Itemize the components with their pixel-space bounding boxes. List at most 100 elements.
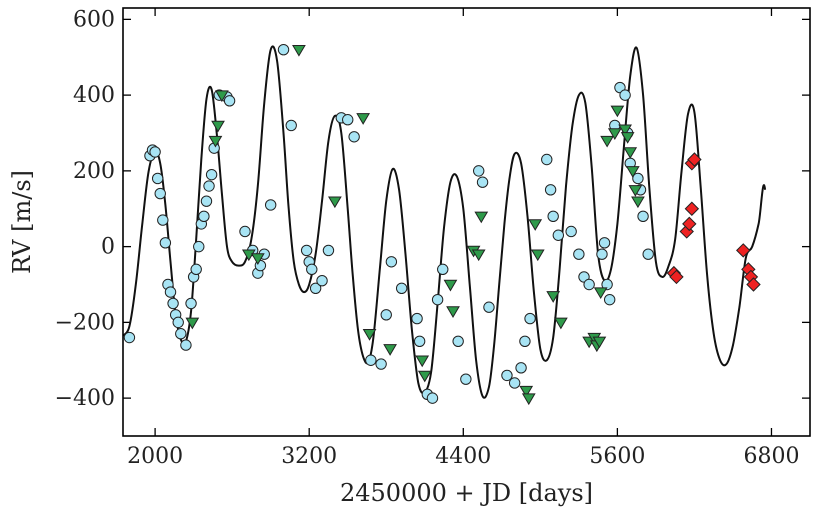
data-point-circle <box>205 168 218 181</box>
data-point-triangle <box>356 113 371 125</box>
data-point-circle <box>239 225 251 238</box>
data-point-circle <box>306 263 318 276</box>
data-point-triangle <box>211 120 225 133</box>
data-point-circle <box>603 293 616 306</box>
data-point-circle <box>426 392 439 404</box>
data-point-circle <box>316 275 328 287</box>
data-point-circle <box>167 297 179 310</box>
data-point-triangle <box>521 393 536 406</box>
data-point-circle <box>385 256 398 268</box>
x-tick-label: 3200 <box>281 444 337 469</box>
data-point-triangle <box>417 370 432 383</box>
data-point-circle <box>524 312 536 325</box>
data-point-triangle <box>554 317 568 330</box>
data-point-circle <box>285 119 297 132</box>
data-point-triangle <box>362 329 377 341</box>
data-point-circle <box>431 293 444 306</box>
data-point-diamond <box>682 216 697 232</box>
data-point-triangle <box>471 249 486 262</box>
data-point-triangle <box>623 147 638 159</box>
data-point-circle <box>411 312 423 325</box>
data-point-circle <box>642 248 654 260</box>
data-point-triangle <box>519 385 534 398</box>
data-point-triangle <box>618 124 632 137</box>
data-point-circle <box>190 263 202 276</box>
data-point-diamond <box>669 269 684 285</box>
data-point-circle <box>342 114 354 126</box>
data-point-triangle <box>610 105 625 118</box>
data-point-circle <box>149 146 161 158</box>
y-tick-label: 0 <box>101 235 115 260</box>
data-point-circle <box>198 210 210 223</box>
data-point-triangle <box>546 291 561 303</box>
data-point-circle <box>123 331 136 344</box>
data-point-triangle <box>415 355 430 368</box>
data-point-circle <box>515 362 527 374</box>
x-tick-label: 5600 <box>589 444 645 469</box>
data-point-circle <box>596 248 608 260</box>
data-point-circle <box>544 184 557 196</box>
data-point-circle <box>277 43 290 56</box>
y-tick-label: 400 <box>73 83 115 108</box>
data-point-circle <box>348 131 360 143</box>
data-point-circle <box>413 335 426 348</box>
data-point-diamond <box>746 277 761 292</box>
data-point-diamond <box>684 201 700 216</box>
data-point-circle <box>637 210 649 223</box>
x-axis-label: 2450000 + JD [days] <box>340 479 593 507</box>
data-point-triangle <box>625 166 640 178</box>
data-point-circle <box>583 278 595 291</box>
data-point-circle <box>175 328 187 340</box>
plot-frame <box>122 7 811 437</box>
data-point-diamond <box>687 152 702 167</box>
y-tick-label: 600 <box>73 7 115 32</box>
data-point-circle <box>380 309 392 321</box>
x-tick-label: 4400 <box>435 444 491 469</box>
data-point-circle <box>395 282 408 294</box>
data-point-circle <box>632 172 644 185</box>
data-point-circle <box>223 95 236 107</box>
data-point-circle <box>159 237 172 249</box>
data-point-circle <box>508 377 521 389</box>
data-point-circle <box>483 301 495 313</box>
data-point-circle <box>565 225 577 238</box>
data-point-circle <box>154 187 166 200</box>
data-point-diamond <box>736 243 751 258</box>
data-point-circle <box>200 195 213 207</box>
data-point-triangle <box>446 306 460 318</box>
data-point-circle <box>300 244 313 257</box>
data-point-circle <box>185 297 197 310</box>
data-point-circle <box>193 240 205 253</box>
data-point-triangle <box>592 336 607 349</box>
data-point-circle <box>619 89 631 101</box>
data-point-circle <box>519 335 531 348</box>
data-point-triangle <box>383 344 397 356</box>
data-point-circle <box>309 282 322 294</box>
data-point-circle <box>501 369 513 382</box>
y-axis-label: RV [m/s] <box>8 170 36 274</box>
data-point-circle <box>452 335 464 348</box>
data-point-circle <box>172 316 184 329</box>
data-point-circle <box>375 358 387 370</box>
data-point-triangle <box>241 249 256 262</box>
data-point-circle <box>601 278 613 291</box>
data-point-circle <box>180 339 192 351</box>
data-point-circle <box>476 176 489 188</box>
data-point-circle <box>164 286 177 298</box>
data-point-triangle <box>631 196 645 209</box>
model-curve <box>122 45 767 399</box>
data-point-circle <box>573 248 585 260</box>
data-point-circle <box>541 153 553 166</box>
data-point-circle <box>472 165 485 177</box>
data-point-triangle <box>620 132 635 144</box>
data-point-triangle <box>443 279 458 292</box>
x-tick-label: 2000 <box>127 444 183 469</box>
data-point-triangle <box>530 249 545 262</box>
data-point-circle <box>157 214 169 226</box>
data-point-circle <box>203 180 215 192</box>
axis-ticks <box>123 8 810 436</box>
y-tick-label: 200 <box>73 159 115 184</box>
data-point-circle <box>552 229 565 241</box>
data-point-triangle <box>474 211 489 224</box>
